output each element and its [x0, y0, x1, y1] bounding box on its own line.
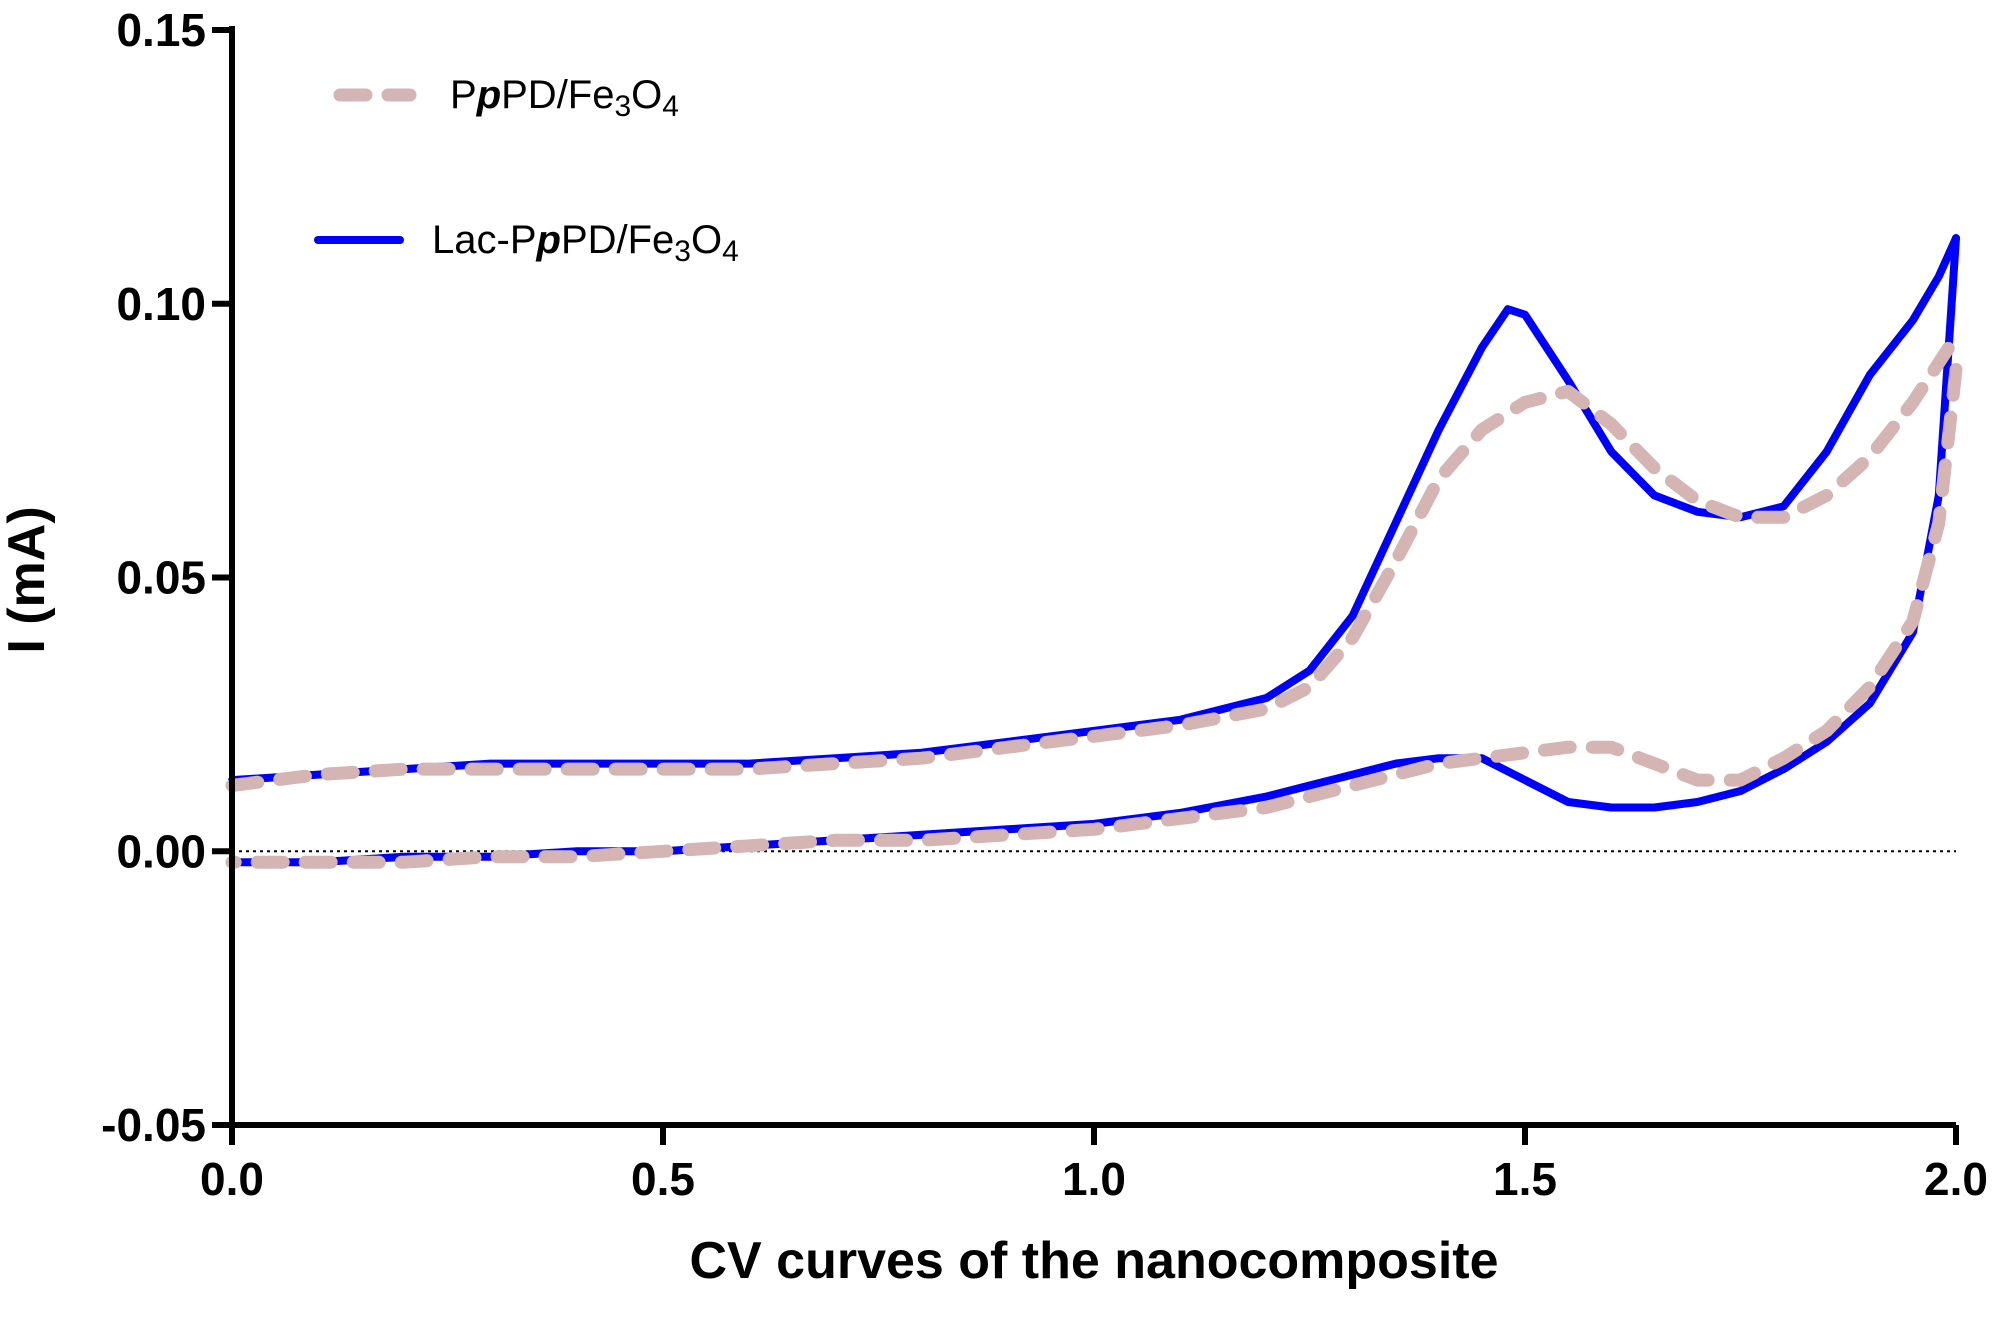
y-tick-label: 0.05 [116, 552, 206, 604]
x-tick-label: 1.5 [1493, 1153, 1557, 1205]
legend-text-part: 4 [722, 235, 739, 268]
legend-text-part: O [691, 218, 722, 262]
x-tick-label: 1.0 [1062, 1153, 1126, 1205]
ppd-fe3o4-reverse-scan-line [225, 362, 1963, 869]
x-tick-label: 0.5 [631, 1153, 695, 1205]
legend-text-part: p [536, 218, 561, 262]
legend-text-part: 3 [614, 90, 631, 123]
series-layer [225, 234, 1963, 869]
y-tick-label: 0.00 [116, 825, 206, 877]
y-axis-ticks: -0.05 0.00 0.05 0.10 0.15 [101, 4, 232, 1151]
legend-label-ppd-fe3o4: PpPD/Fe3O4 [450, 73, 679, 123]
legend-text-part: PD/Fe [561, 218, 674, 262]
y-axis-title: I (mA) [0, 506, 56, 653]
x-axis-title: CV curves of the nanocomposite [689, 1232, 1498, 1290]
legend-text-part: Lac-P [432, 218, 537, 262]
legend-text-part: p [476, 73, 501, 117]
legend-text-part: 4 [662, 90, 679, 123]
x-tick-label: 0.0 [200, 1153, 264, 1205]
x-axis-ticks: 0.0 0.5 1.0 1.5 2.0 [200, 1125, 1988, 1205]
y-tick-label: 0.10 [116, 278, 206, 330]
y-tick-label: -0.05 [101, 1099, 206, 1151]
legend-text-part: 3 [674, 235, 691, 268]
legend-label-lac-ppd-fe3o4: Lac-PpPD/Fe3O4 [432, 218, 739, 268]
legend-text-part: O [631, 73, 662, 117]
ppd-fe3o4-forward-scan-line [225, 330, 1963, 792]
legend-text-part: P [450, 73, 477, 117]
legend-text-part: PD/Fe [501, 73, 614, 117]
y-tick-label: 0.15 [116, 4, 206, 56]
lac-ppd-fe3o4-forward-scan-line [228, 234, 1960, 785]
x-tick-label: 2.0 [1924, 1153, 1988, 1205]
